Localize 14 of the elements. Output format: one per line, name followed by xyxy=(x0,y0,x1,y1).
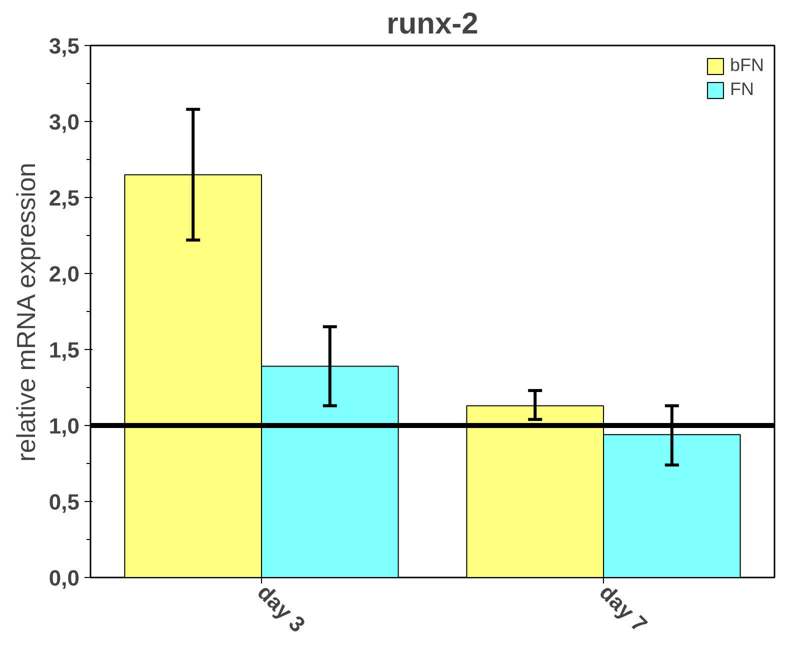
y-tick-label: 2,5 xyxy=(48,186,80,210)
y-tick-label: 3,5 xyxy=(48,34,80,58)
chart-title: runx-2 xyxy=(386,8,478,40)
y-axis-title: relative mRNA expression xyxy=(10,162,41,462)
y-tick-label: 1,5 xyxy=(48,338,80,362)
x-tick-label: day 7 xyxy=(594,580,652,638)
y-tick-label: 3,0 xyxy=(48,110,80,134)
x-tick-label: day 3 xyxy=(252,580,310,638)
legend-label: bFN xyxy=(730,55,764,76)
y-tick-label: 0,0 xyxy=(48,566,80,590)
legend-label: FN xyxy=(730,79,754,100)
y-tick-label: 1,0 xyxy=(48,414,80,438)
y-tick-label: 0,5 xyxy=(48,490,80,514)
y-tick-label: 2,0 xyxy=(48,262,80,286)
